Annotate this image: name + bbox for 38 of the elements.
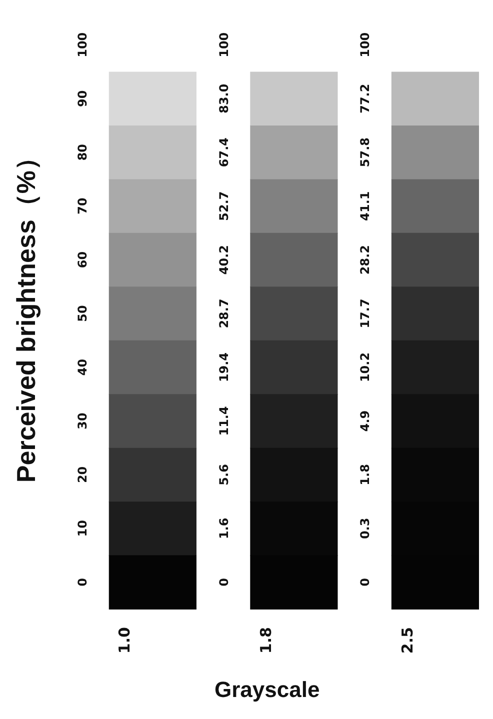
data-label: 57.8 bbox=[358, 138, 372, 168]
y-axis-title: Perceived brightness（%） bbox=[10, 144, 41, 483]
data-label: 50 bbox=[76, 305, 90, 322]
data-label: 100 bbox=[358, 32, 372, 58]
x-axis-title: Grayscale bbox=[214, 676, 320, 702]
data-label: 80 bbox=[76, 144, 90, 161]
data-label: 10 bbox=[76, 520, 90, 537]
data-label: 70 bbox=[76, 198, 90, 214]
data-label: 90 bbox=[76, 90, 90, 107]
data-label: 60 bbox=[76, 251, 90, 268]
data-label: 30 bbox=[76, 412, 90, 430]
data-label: 0 bbox=[76, 578, 90, 586]
data-label: 77.2 bbox=[358, 84, 372, 114]
data-label: 19.4 bbox=[216, 352, 231, 382]
data-label: 100 bbox=[216, 32, 231, 58]
data-label: 1.6 bbox=[216, 518, 231, 540]
data-label: 10.2 bbox=[358, 352, 372, 382]
data-label: 41.1 bbox=[358, 191, 372, 221]
data-label: 17.7 bbox=[358, 298, 372, 328]
data-label: 52.7 bbox=[216, 191, 231, 221]
x-tick-label: 2.5 bbox=[398, 627, 416, 654]
data-label: 0.3 bbox=[358, 518, 372, 540]
x-tick-label: 1.8 bbox=[256, 627, 275, 654]
data-label: 28.2 bbox=[358, 244, 372, 275]
data-label: 40.2 bbox=[216, 244, 231, 275]
data-label: 40 bbox=[76, 358, 90, 376]
data-label: 4.9 bbox=[358, 410, 372, 432]
data-label: 20 bbox=[76, 466, 90, 484]
data-label: 11.4 bbox=[216, 406, 231, 436]
data-label: 67.4 bbox=[216, 138, 231, 168]
data-label: 28.7 bbox=[216, 298, 231, 328]
data-label: 83.0 bbox=[216, 84, 231, 114]
data-label: 0 bbox=[216, 578, 231, 586]
data-label: 1.8 bbox=[358, 464, 372, 486]
data-label: 100 bbox=[76, 32, 90, 58]
data-label: 5.6 bbox=[216, 464, 231, 486]
x-tick-label: 1.0 bbox=[116, 627, 134, 654]
data-label: 0 bbox=[358, 578, 372, 586]
